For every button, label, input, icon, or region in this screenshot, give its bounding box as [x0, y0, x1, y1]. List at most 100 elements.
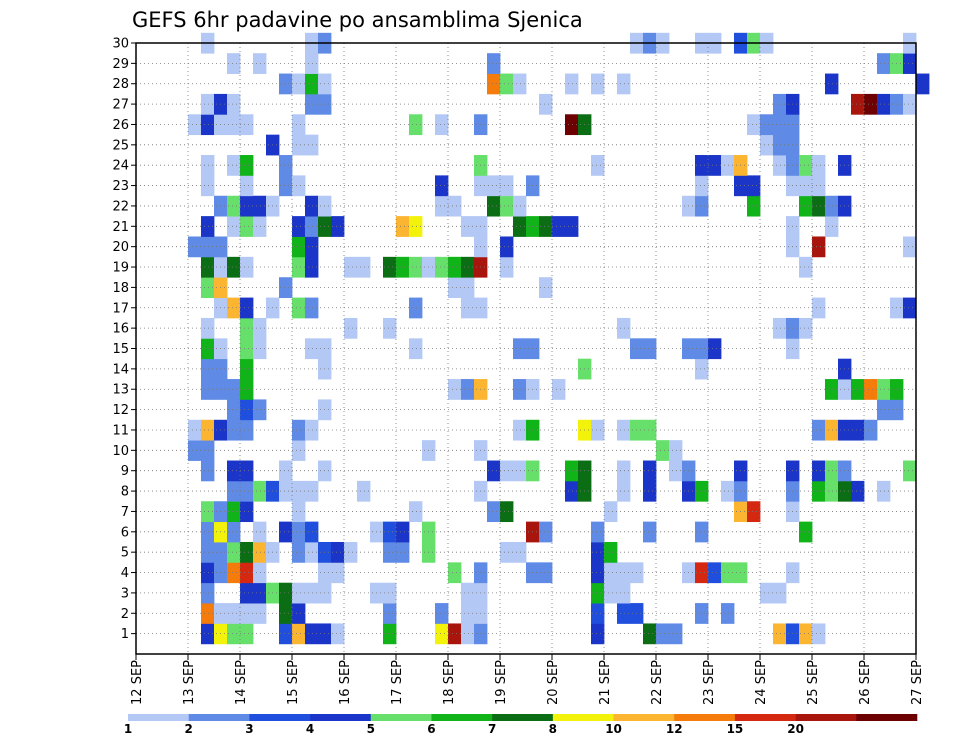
colorbar-swatch [856, 714, 918, 721]
heatmap-cell [500, 175, 514, 197]
x-tick-label: 18 SEP [442, 660, 457, 705]
heatmap-cell [513, 216, 527, 237]
heatmap-cell [591, 521, 605, 543]
heatmap-cell [240, 216, 254, 237]
heatmap-cell [721, 562, 735, 584]
heatmap-cell [240, 155, 254, 176]
heatmap-cell [448, 623, 462, 645]
heatmap-cell [461, 297, 475, 319]
heatmap-cell [604, 562, 618, 584]
heatmap-cell [305, 256, 319, 278]
heatmap-cell [539, 216, 553, 237]
heatmap-cell [695, 338, 709, 360]
y-tick-label: 23 [112, 179, 129, 194]
heatmap-cell [487, 175, 501, 197]
heatmap-cell [292, 582, 306, 604]
heatmap-cell [383, 603, 397, 624]
heatmap-cell [240, 419, 254, 441]
colorbar-label: 5 [367, 722, 375, 736]
colorbar-label: 1 [124, 722, 132, 736]
heatmap-cell [279, 175, 293, 197]
heatmap-cell [851, 93, 865, 115]
y-axis: 1234567891011121314151617181920212223242… [112, 37, 136, 642]
heatmap-cell [812, 419, 826, 441]
heatmap-cell [461, 379, 475, 400]
heatmap-cell [201, 541, 215, 563]
heatmap-cell [253, 480, 267, 502]
heatmap-cell [448, 277, 462, 298]
heatmap-cell [461, 256, 475, 278]
y-tick-label: 20 [112, 240, 129, 255]
y-tick-label: 12 [112, 403, 129, 418]
heatmap-cell [643, 460, 657, 482]
heatmap-cell [357, 256, 371, 278]
heatmap-cell [240, 399, 254, 421]
heatmap-cell [396, 216, 410, 237]
heatmap-cell [253, 521, 267, 543]
heatmap-cell [292, 256, 306, 278]
heatmap-cell [344, 256, 358, 278]
heatmap-cell [240, 317, 254, 339]
heatmap-cell [643, 623, 657, 645]
heatmap-cell [201, 521, 215, 543]
heatmap-cell [617, 317, 631, 339]
heatmap-cell [864, 419, 878, 441]
heatmap-cell [396, 256, 410, 278]
heatmap-cell [305, 53, 319, 74]
heatmap-cell [292, 623, 306, 645]
heatmap-cell [812, 297, 826, 319]
heatmap-cell [305, 73, 319, 95]
heatmap-cell [292, 501, 306, 523]
heatmap-cell [188, 419, 202, 441]
heatmap-cell [643, 521, 657, 543]
heatmap-cell [292, 236, 306, 258]
y-tick-label: 7 [121, 505, 129, 520]
heatmap-cell [253, 562, 267, 584]
heatmap-cell [461, 216, 475, 237]
heatmap-cell [292, 114, 306, 136]
heatmap-cell [240, 175, 254, 197]
heatmap-cell [240, 623, 254, 645]
heatmap-cell [305, 419, 319, 441]
heatmap-cell [487, 73, 501, 95]
y-tick-label: 19 [112, 261, 129, 276]
heatmap-cell [825, 480, 839, 502]
heatmap-cell [695, 195, 709, 217]
heatmap-cell [487, 460, 501, 482]
y-tick-label: 22 [112, 199, 129, 214]
heatmap-cell [760, 134, 774, 156]
heatmap-cell [617, 460, 631, 482]
heatmap-cell [383, 623, 397, 645]
heatmap-cell [695, 521, 709, 543]
x-tick-label: 26 SEP [858, 660, 873, 705]
heatmap-cell [240, 195, 254, 217]
heatmap-cell [227, 419, 241, 441]
heatmap-cell [240, 114, 254, 136]
y-tick-label: 4 [121, 566, 129, 581]
heatmap-cell [253, 541, 267, 563]
heatmap-cell [695, 603, 709, 624]
heatmap-cell [513, 419, 527, 441]
heatmap-cell [461, 277, 475, 298]
heatmap-cell [227, 603, 241, 624]
x-tick-label: 14 SEP [234, 660, 249, 705]
heatmap-cell [201, 460, 215, 482]
x-tick-label: 13 SEP [182, 660, 197, 705]
heatmap-cell [877, 379, 891, 400]
heatmap-cell [201, 440, 215, 461]
heatmap-cell [201, 175, 215, 197]
x-tick-label: 21 SEP [598, 660, 613, 705]
heatmap-cell [227, 93, 241, 115]
colorbar: 1 2 3 4 5 6 7 8 10 12 15 20 [124, 714, 918, 736]
heatmap-cell [487, 501, 501, 523]
heatmap-cell [344, 317, 358, 339]
heatmap-cell [227, 521, 241, 543]
heatmap-cell [500, 256, 514, 278]
heatmap-cell [851, 379, 865, 400]
x-tick-label: 19 SEP [494, 660, 509, 705]
heatmap-cell [292, 419, 306, 441]
heatmap-cell [851, 419, 865, 441]
heatmap-cell [435, 175, 449, 197]
heatmap-cell [201, 93, 215, 115]
colorbar-label: 12 [666, 722, 683, 736]
